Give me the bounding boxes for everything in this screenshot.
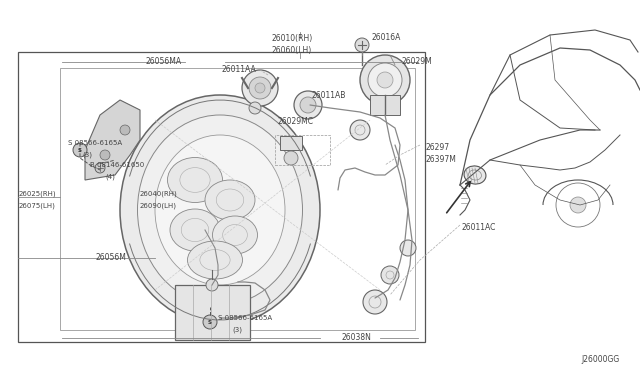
Text: 26011AB: 26011AB — [312, 90, 346, 99]
Text: (4): (4) — [105, 174, 115, 180]
Circle shape — [363, 290, 387, 314]
Circle shape — [203, 315, 217, 329]
Text: S 08566-6165A: S 08566-6165A — [68, 140, 122, 146]
Text: 26011AC: 26011AC — [462, 224, 497, 232]
Text: 26040(RH): 26040(RH) — [140, 191, 178, 197]
Bar — [275, 135, 330, 165]
Text: 26029M: 26029M — [402, 58, 433, 67]
Text: J26000GG: J26000GG — [582, 356, 620, 365]
Text: 26011AA: 26011AA — [222, 65, 257, 74]
Text: 26397M: 26397M — [425, 155, 456, 164]
Ellipse shape — [138, 115, 303, 305]
Ellipse shape — [168, 157, 223, 202]
Circle shape — [206, 279, 218, 291]
Ellipse shape — [170, 209, 220, 251]
Bar — [18, 52, 425, 342]
Circle shape — [355, 38, 369, 52]
Text: 26056MA: 26056MA — [145, 58, 181, 67]
Text: 26297: 26297 — [425, 144, 449, 153]
Circle shape — [73, 143, 87, 157]
Bar — [280, 136, 302, 150]
Bar — [175, 285, 250, 340]
Ellipse shape — [155, 135, 285, 285]
Text: 26025(RH): 26025(RH) — [19, 191, 56, 197]
Bar — [370, 95, 400, 115]
Text: 26056M: 26056M — [95, 253, 126, 263]
Circle shape — [570, 197, 586, 213]
Circle shape — [381, 266, 399, 284]
Text: 26090(LH): 26090(LH) — [140, 203, 177, 209]
Circle shape — [377, 72, 393, 88]
Circle shape — [284, 151, 298, 165]
Ellipse shape — [205, 180, 255, 220]
Circle shape — [368, 63, 402, 97]
Circle shape — [242, 70, 278, 106]
Text: S 08566-6165A: S 08566-6165A — [218, 315, 272, 321]
Text: (3): (3) — [82, 152, 92, 158]
Ellipse shape — [188, 241, 243, 279]
Circle shape — [360, 55, 410, 105]
Text: 26060(LH): 26060(LH) — [272, 45, 312, 55]
Text: 26016A: 26016A — [372, 33, 401, 42]
Circle shape — [255, 83, 265, 93]
Ellipse shape — [212, 216, 257, 254]
Bar — [60, 68, 415, 330]
Ellipse shape — [120, 95, 320, 325]
Circle shape — [120, 125, 130, 135]
Text: 26029MC: 26029MC — [278, 118, 314, 126]
Circle shape — [249, 102, 261, 114]
Circle shape — [294, 91, 322, 119]
Text: S: S — [78, 148, 82, 153]
Circle shape — [350, 120, 370, 140]
Circle shape — [95, 163, 105, 173]
Circle shape — [249, 77, 271, 99]
Circle shape — [300, 97, 316, 113]
Text: 26075(LH): 26075(LH) — [19, 203, 56, 209]
Text: S: S — [208, 320, 212, 324]
Ellipse shape — [464, 166, 486, 184]
Text: 26010(RH): 26010(RH) — [272, 33, 313, 42]
Circle shape — [100, 150, 110, 160]
Text: 26038N: 26038N — [342, 334, 372, 343]
Text: B 08146-61650: B 08146-61650 — [90, 162, 144, 168]
Circle shape — [400, 240, 416, 256]
Text: (3): (3) — [232, 327, 242, 333]
Polygon shape — [85, 100, 140, 180]
